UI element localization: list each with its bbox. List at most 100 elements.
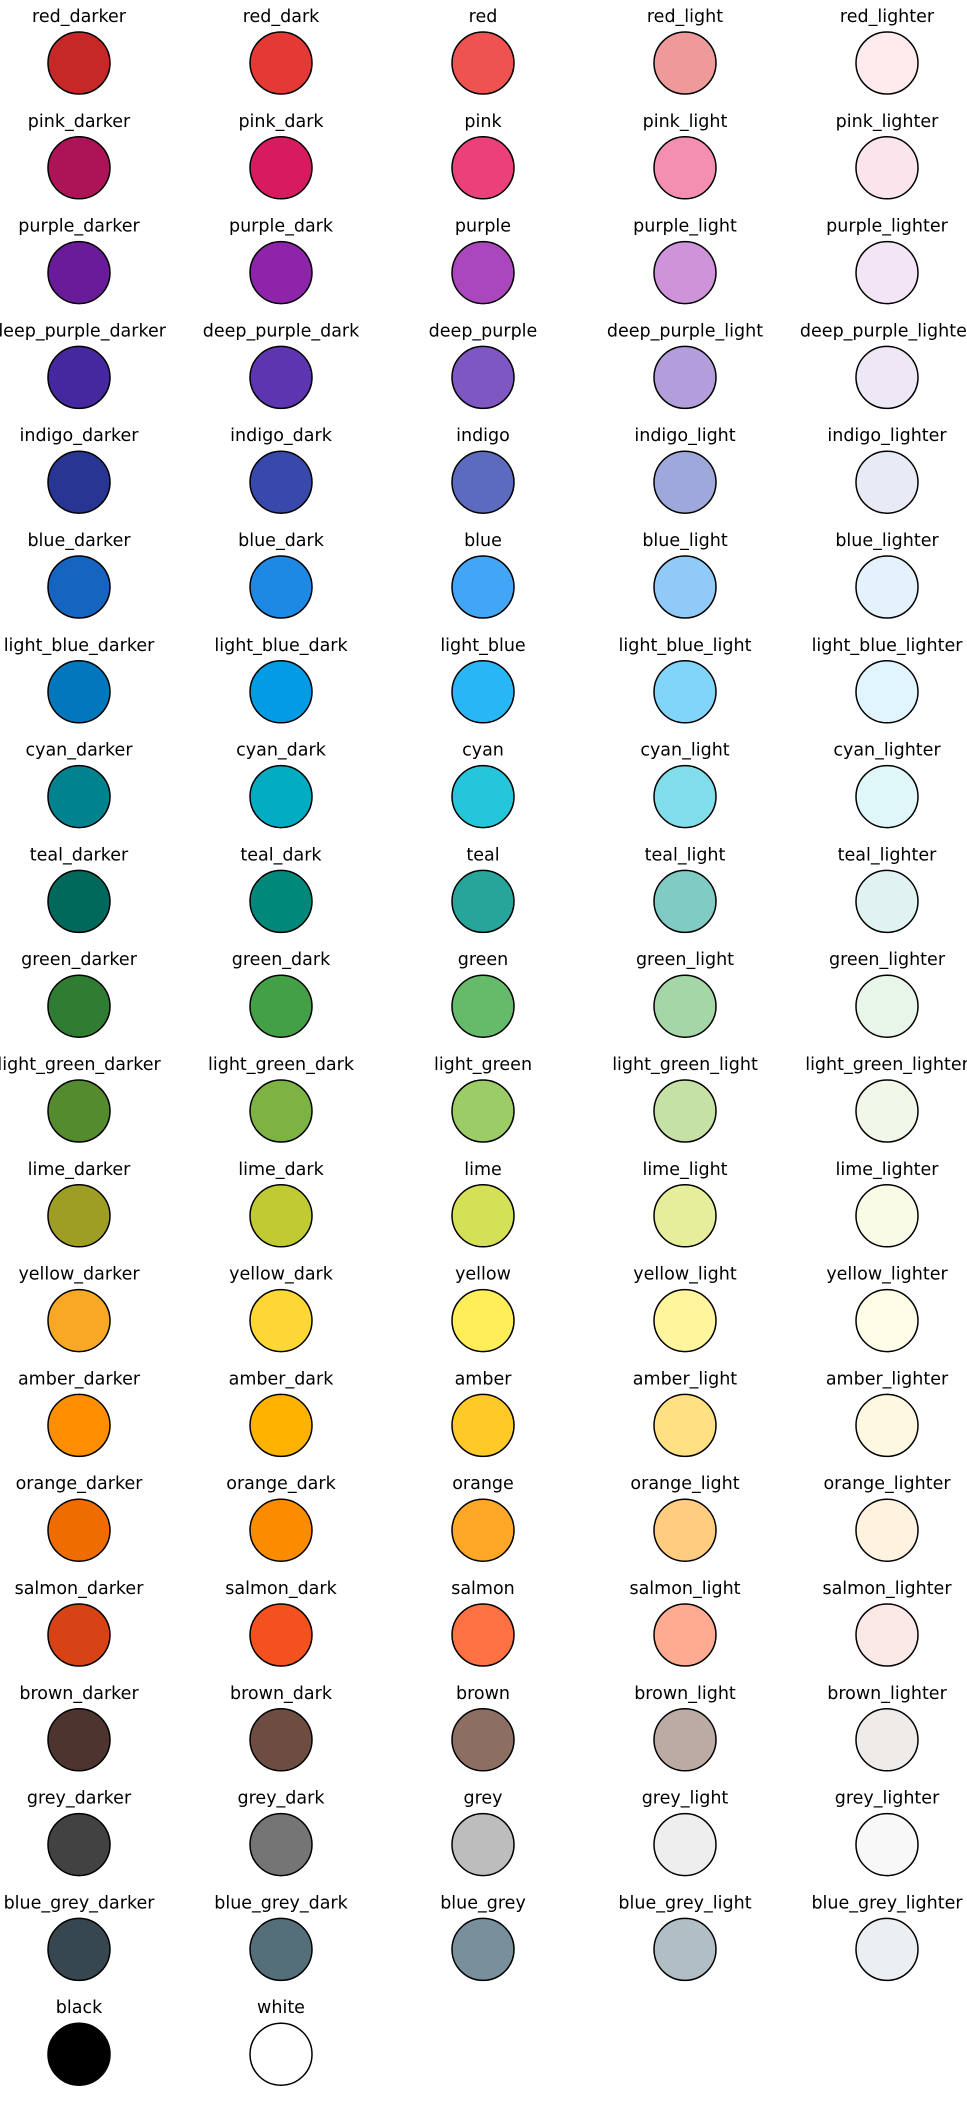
swatch-grid: red_darker red_dark red red_light red_lighte… (0, 7, 967, 2086)
swatch-label: black (56, 1998, 103, 2018)
swatch-red-dark: red_dark (243, 7, 320, 95)
swatch-circle (451, 31, 515, 95)
swatch-deep-purple-darker: deep_purple_darker (0, 321, 167, 410)
swatch-circle (855, 1184, 919, 1248)
swatch-orange-lighter: orange_lighter (823, 1474, 951, 1562)
swatch-label: purple_lighter (826, 217, 948, 237)
swatch-label: yellow_light (633, 1265, 737, 1285)
swatch-label: light_green_darker (0, 1055, 161, 1075)
swatch-label: indigo_lighter (827, 426, 947, 446)
swatch-deep-purple-dark: deep_purple_dark (203, 321, 360, 410)
swatch-circle (249, 555, 313, 619)
swatch-green-dark: green_dark (232, 950, 331, 1038)
swatch-label: cyan_lighter (833, 741, 941, 761)
swatch-label: salmon_light (629, 1579, 740, 1599)
swatch-orange-darker: orange_darker (16, 1474, 143, 1562)
swatch-green-light: green_light (636, 950, 734, 1038)
swatch-lime: lime (451, 1160, 515, 1248)
swatch-label: light_green_light (612, 1055, 758, 1075)
swatch-circle (653, 1603, 717, 1667)
swatch-pink-lighter: pink_lighter (836, 112, 939, 200)
swatch-circle (653, 240, 717, 305)
swatch-purple: purple (451, 217, 515, 305)
swatch-light-blue: light_blue (440, 636, 526, 724)
swatch-blue-light: blue_light (642, 531, 728, 619)
swatch-circle (47, 1288, 111, 1353)
swatch-blue: blue (451, 531, 515, 619)
swatch-light-blue-lighter: light_blue_lighter (812, 636, 963, 724)
swatch-circle (47, 1812, 111, 1877)
swatch-label: green_light (636, 950, 734, 970)
swatch-circle (249, 1184, 313, 1248)
swatch-grey: grey (451, 1789, 515, 1877)
swatch-teal: teal (451, 845, 515, 934)
swatch-circle (653, 660, 717, 724)
swatch-circle (653, 1812, 717, 1877)
swatch-label: amber_lighter (826, 1369, 949, 1389)
swatch-circle (249, 1498, 313, 1562)
swatch-purple-lighter: purple_lighter (826, 217, 949, 305)
swatch-indigo: indigo (451, 426, 515, 514)
swatch-label: indigo_darker (20, 426, 140, 446)
swatch-light-blue-dark: light_blue_dark (214, 636, 349, 724)
swatch-orange-dark: orange_dark (226, 1474, 337, 1562)
swatch-orange: orange (451, 1474, 515, 1562)
swatch-label: lime (464, 1160, 502, 1180)
swatch-label: light_blue (440, 636, 525, 656)
swatch-label: pink_light (643, 112, 728, 132)
swatch-circle (855, 450, 919, 514)
swatch-label: blue_grey_light (618, 1893, 751, 1913)
swatch-circle (855, 1708, 919, 1772)
swatch-brown-darker: brown_darker (19, 1684, 139, 1772)
swatch-green: green (451, 950, 515, 1038)
swatch-label: salmon (451, 1579, 515, 1599)
swatch-yellow: yellow (451, 1265, 515, 1353)
swatch-lime-lighter: lime_lighter (835, 1160, 939, 1248)
swatch-circle (451, 555, 515, 619)
swatch-label: cyan_light (640, 741, 729, 761)
swatch-purple-dark: purple_dark (229, 217, 334, 305)
swatch-label: yellow (455, 1265, 511, 1285)
swatch-light-green-light: light_green_light (612, 1055, 758, 1143)
swatch-circle (855, 555, 919, 619)
swatch-circle (451, 345, 515, 410)
swatch-circle (855, 31, 919, 95)
swatch-label: salmon_darker (15, 1579, 145, 1599)
swatch-label: blue_dark (238, 531, 325, 551)
swatch-circle (249, 136, 313, 200)
swatch-teal-lighter: teal_lighter (838, 845, 937, 934)
swatch-circle (249, 450, 313, 514)
swatch-red-darker: red_darker (32, 7, 127, 95)
swatch-circle (47, 31, 111, 95)
swatch-light-green-dark: light_green_dark (208, 1055, 355, 1143)
swatch-cyan-light: cyan_light (640, 741, 730, 829)
swatch-label: pink_darker (28, 112, 131, 132)
swatch-brown: brown (451, 1684, 515, 1772)
swatch-circle (47, 345, 111, 410)
swatch-label: lime_darker (28, 1160, 132, 1180)
swatch-light-blue-darker: light_blue_darker (4, 636, 155, 724)
swatch-pink-dark: pink_dark (238, 112, 324, 200)
swatch-brown-light: brown_light (634, 1684, 736, 1772)
swatch-label: blue_light (642, 531, 728, 551)
swatch-circle (249, 660, 313, 724)
swatch-green-darker: green_darker (21, 950, 138, 1038)
swatch-label: salmon_lighter (822, 1579, 952, 1599)
swatch-black: black (47, 1998, 111, 2086)
swatch-circle (249, 31, 313, 95)
swatch-circle (451, 1393, 515, 1458)
swatch-deep-purple-lighter: deep_purple_lighter (800, 321, 967, 410)
swatch-circle (47, 1708, 111, 1772)
swatch-circle (249, 1708, 313, 1772)
swatch-teal-darker: teal_darker (30, 845, 129, 934)
swatch-label: cyan_dark (236, 741, 327, 761)
swatch-circle (47, 1184, 111, 1248)
swatch-circle (855, 240, 919, 305)
swatch-circle (855, 136, 919, 200)
swatch-salmon-lighter: salmon_lighter (822, 1579, 952, 1667)
swatch-label: purple_light (633, 217, 737, 237)
swatch-label: indigo_dark (230, 426, 333, 446)
swatch-circle (653, 345, 717, 410)
